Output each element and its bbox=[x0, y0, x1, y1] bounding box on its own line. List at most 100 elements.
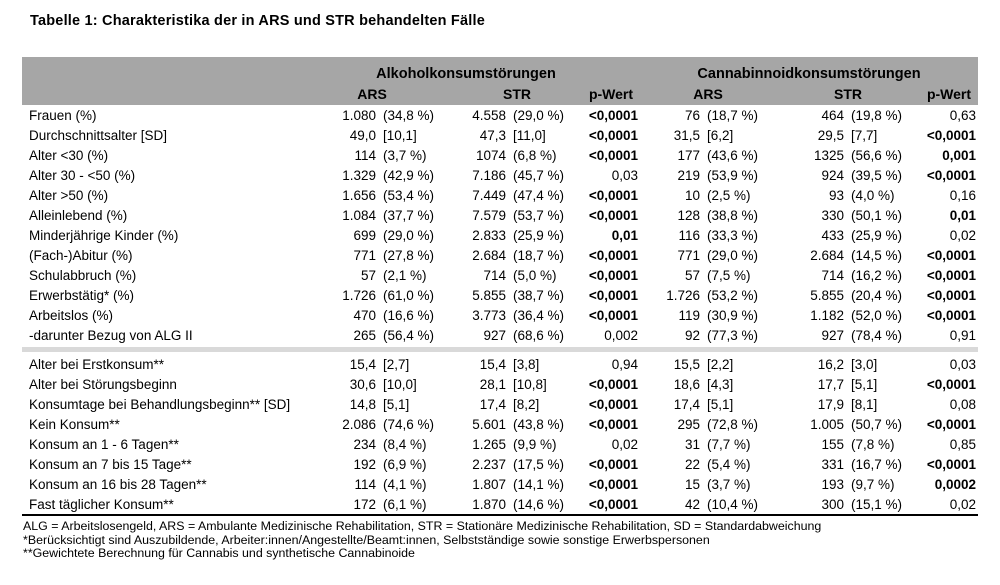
cannabinoid-ars-detail: (33,3 %) bbox=[707, 227, 759, 243]
group-header-spacer bbox=[22, 82, 292, 83]
cannabinoid-ars-detail: [6,2] bbox=[707, 127, 734, 143]
table-row: Konsum an 7 bis 15 Tage** 192 (6,9 %) 2.237… bbox=[22, 454, 978, 474]
characteristics-table: Alkoholkonsumstörungen Cannabinnoidkonsu… bbox=[22, 57, 978, 516]
row-label: Erwerbstätig* (%) bbox=[29, 287, 135, 303]
alcohol-ars-detail: [10,0] bbox=[383, 376, 417, 392]
alcohol-ars-detail: (3,7 %) bbox=[383, 147, 427, 163]
alcohol-ars-detail: (74,6 %) bbox=[383, 416, 435, 432]
alcohol-ars-detail: (4,1 %) bbox=[383, 476, 427, 492]
alcohol-pwert: <0,0001 bbox=[588, 287, 638, 303]
cannabinoid-str-detail: [3,0] bbox=[851, 356, 878, 372]
alcohol-ars-value: 15,4 bbox=[349, 356, 376, 372]
cannabinoid-str-value: 17,7 bbox=[817, 376, 844, 392]
cannabinoid-str-value: 1325 bbox=[813, 147, 844, 163]
alcohol-ars-value: 1.080 bbox=[342, 107, 376, 123]
alcohol-ars-value: 470 bbox=[353, 307, 376, 323]
cannabinoid-ars-value: 57 bbox=[684, 267, 700, 283]
alcohol-str-detail: [8,2] bbox=[513, 396, 540, 412]
cannabinoid-ars-detail: (43,6 %) bbox=[707, 147, 759, 163]
cannabinoid-ars-value: 42 bbox=[684, 496, 700, 512]
alcohol-str-detail: (14,6 %) bbox=[513, 496, 565, 512]
cannabinoid-str-value: 1.182 bbox=[810, 307, 844, 323]
cannabinoid-str-value: 924 bbox=[821, 167, 844, 183]
alcohol-ars-value: 172 bbox=[353, 496, 376, 512]
cannabinoid-str-detail: (15,1 %) bbox=[851, 496, 903, 512]
alcohol-str-detail: (53,7 %) bbox=[513, 207, 565, 223]
cannabinoid-str-value: 1.005 bbox=[810, 416, 844, 432]
alcohol-ars-value: 1.329 bbox=[342, 167, 376, 183]
alcohol-ars-value: 57 bbox=[360, 267, 376, 283]
alcohol-str-value: 7.579 bbox=[472, 207, 506, 223]
cannabinoid-pwert: <0,0001 bbox=[926, 267, 976, 283]
alcohol-ars-value: 771 bbox=[353, 247, 376, 263]
alcohol-ars-value: 2.086 bbox=[342, 416, 376, 432]
cannabinoid-ars-value: 18,6 bbox=[673, 376, 700, 392]
table-row: Alter bei Erstkonsum** 15,4 [2,7] 15,4 [3,8]… bbox=[22, 354, 978, 374]
alcohol-ars-detail: [2,7] bbox=[383, 356, 410, 372]
row-label: Durchschnittsalter [SD] bbox=[29, 127, 168, 143]
alcohol-ars-value: 1.726 bbox=[342, 287, 376, 303]
group-header-alcohol: Alkoholkonsumstörungen bbox=[376, 66, 556, 82]
table-row: Konsum an 1 - 6 Tagen** 234 (8,4 %) 1.265 (9… bbox=[22, 434, 978, 454]
table-row: Kein Konsum** 2.086 (74,6 %) 5.601 (43,8 %) <… bbox=[22, 414, 978, 434]
cannabinoid-ars-detail: (72,8 %) bbox=[707, 416, 759, 432]
alcohol-str-value: 1.807 bbox=[472, 476, 506, 492]
alcohol-ars-value: 114 bbox=[354, 476, 376, 492]
alcohol-str-value: 2.237 bbox=[472, 456, 506, 472]
alcohol-ars-detail: (8,4 %) bbox=[383, 436, 427, 452]
cannabinoid-ars-detail: (38,8 %) bbox=[707, 207, 759, 223]
alcohol-ars-value: 1.656 bbox=[342, 187, 376, 203]
cannabinoid-str-value: 714 bbox=[821, 267, 844, 283]
cannabinoid-str-detail: (19,8 %) bbox=[851, 107, 903, 123]
cannabinoid-str-detail: (7,8 %) bbox=[851, 436, 895, 452]
alcohol-ars-detail: (61,0 %) bbox=[383, 287, 435, 303]
alcohol-str-detail: (38,7 %) bbox=[513, 287, 565, 303]
cannabinoid-pwert: 0,85 bbox=[949, 436, 976, 452]
alcohol-pwert: <0,0001 bbox=[588, 147, 638, 163]
table-row: Frauen (%) 1.080 (34,8 %) 4.558 (29,0 %) <0,0… bbox=[22, 105, 978, 125]
cannabinoid-ars-detail: (3,7 %) bbox=[707, 476, 751, 492]
cannabinoid-ars-detail: (7,7 %) bbox=[707, 436, 751, 452]
cannabinoid-ars-detail: (7,5 %) bbox=[707, 267, 751, 283]
sub-header-alcohol-pwert: p-Wert bbox=[588, 86, 634, 102]
table-row: Minderjährige Kinder (%) 699 (29,0 %) 2.833… bbox=[22, 225, 978, 245]
table-row: Konsumtage bei Behandlungsbeginn** [SD] 1… bbox=[22, 394, 978, 414]
alcohol-str-detail: (5,0 %) bbox=[513, 267, 557, 283]
alcohol-pwert: <0,0001 bbox=[588, 416, 638, 432]
alcohol-ars-detail: (53,4 %) bbox=[383, 187, 435, 203]
cannabinoid-str-detail: [8,1] bbox=[851, 396, 878, 412]
alcohol-str-value: 1074 bbox=[475, 147, 506, 163]
cannabinoid-ars-value: 76 bbox=[684, 107, 700, 123]
cannabinoid-str-value: 155 bbox=[821, 436, 844, 452]
group-header-cannabinoid: Cannabinnoidkonsumstörungen bbox=[697, 66, 921, 82]
cannabinoid-str-detail: (25,9 %) bbox=[851, 227, 903, 243]
cannabinoid-str-detail: (9,7 %) bbox=[851, 476, 895, 492]
alcohol-ars-value: 1.084 bbox=[342, 207, 376, 223]
row-label: Konsum an 1 - 6 Tagen** bbox=[29, 436, 179, 452]
table-row: Alter bei Störungsbeginn 30,6 [10,0] 28,1 [1… bbox=[22, 374, 978, 394]
row-label: Konsum an 16 bis 28 Tagen** bbox=[29, 476, 207, 492]
cannabinoid-ars-value: 119 bbox=[678, 307, 700, 323]
alcohol-ars-detail: [5,1] bbox=[383, 396, 410, 412]
cannabinoid-ars-value: 31,5 bbox=[673, 127, 700, 143]
table-row: Erwerbstätig* (%) 1.726 (61,0 %) 5.855 (38,7… bbox=[22, 285, 978, 305]
alcohol-str-value: 5.601 bbox=[472, 416, 506, 432]
alcohol-str-detail: (18,7 %) bbox=[513, 247, 565, 263]
alcohol-ars-value: 234 bbox=[353, 436, 376, 452]
alcohol-str-value: 5.855 bbox=[472, 287, 506, 303]
cannabinoid-ars-value: 17,4 bbox=[673, 396, 700, 412]
cannabinoid-pwert: <0,0001 bbox=[926, 287, 976, 303]
cannabinoid-pwert: <0,0001 bbox=[926, 307, 976, 323]
cannabinoid-ars-detail: (53,9 %) bbox=[707, 167, 759, 183]
row-label: Alter >50 (%) bbox=[29, 187, 109, 203]
table-row: Alter >50 (%) 1.656 (53,4 %) 7.449 (47,4 %) <… bbox=[22, 185, 978, 205]
cannabinoid-str-detail: (14,5 %) bbox=[851, 247, 903, 263]
cannabinoid-str-value: 464 bbox=[821, 107, 844, 123]
row-label: Konsum an 7 bis 15 Tage** bbox=[29, 456, 192, 472]
cannabinoid-ars-value: 177 bbox=[677, 147, 700, 163]
cannabinoid-str-detail: (16,7 %) bbox=[851, 456, 903, 472]
alcohol-ars-detail: (29,0 %) bbox=[383, 227, 435, 243]
row-label: Alter bei Erstkonsum** bbox=[29, 356, 165, 372]
alcohol-pwert: <0,0001 bbox=[588, 187, 638, 203]
cannabinoid-ars-value: 15,5 bbox=[673, 356, 700, 372]
